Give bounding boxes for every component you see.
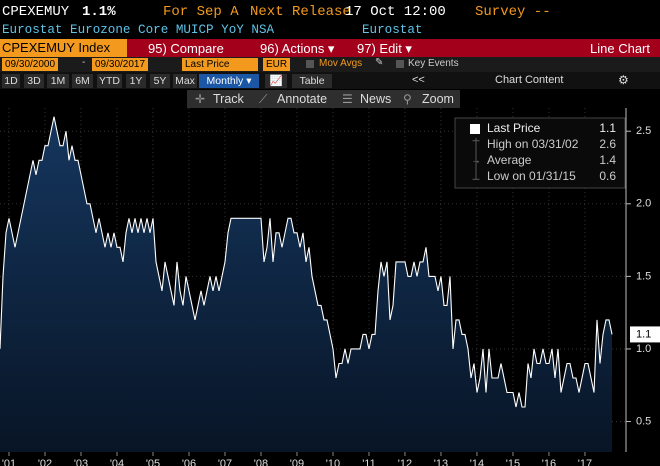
x-tick-label: '07 <box>218 458 232 466</box>
chart-content-button[interactable]: Chart Content <box>495 74 564 86</box>
settings-icon[interactable]: ⚙ <box>618 73 629 87</box>
currency-select[interactable]: EUR <box>263 58 291 71</box>
period: For Sep A <box>163 4 239 20</box>
frequency-select[interactable]: Monthly ▾ <box>199 74 259 88</box>
x-tick-label: '17 <box>578 458 592 466</box>
range-button[interactable]: 5Y <box>150 74 170 88</box>
y-tick-label: 1.5 <box>636 270 651 282</box>
key-events-checkbox[interactable] <box>396 60 404 68</box>
legend-value: 2.6 <box>599 137 616 151</box>
last-value: 1.1% <box>82 4 116 20</box>
ticker: CPEXEMUY <box>2 4 70 20</box>
news-icon: ☰ <box>342 92 353 106</box>
annotate-icon: ⟋ <box>259 92 268 106</box>
y-tick-label: 1.0 <box>636 343 651 355</box>
area <box>0 116 612 452</box>
mov-avgs-checkbox[interactable] <box>306 60 314 68</box>
range-button[interactable]: 6M <box>72 74 93 88</box>
last-value-box <box>630 326 660 343</box>
range-button[interactable]: Max <box>173 74 197 88</box>
zoom-button[interactable]: Zoom <box>422 92 454 106</box>
range-button[interactable]: 1Y <box>126 74 146 88</box>
range-button[interactable]: YTD <box>97 74 122 88</box>
x-tick-label: '11 <box>362 458 376 466</box>
controls-bar: 09/30/2000 - 09/30/2017 Last Price EUR M… <box>0 57 660 72</box>
legend-value: 1.1 <box>599 121 616 135</box>
view-label: Line Chart <box>590 41 650 56</box>
line <box>0 116 613 408</box>
end-date[interactable]: 09/30/2017 <box>92 58 149 71</box>
security-box[interactable]: CPEXEMUY Index <box>0 39 127 57</box>
x-tick-label: '01 <box>2 458 16 466</box>
actions-button[interactable]: 96) Actions ▾ <box>260 41 335 56</box>
legend-value: 0.6 <box>599 169 616 183</box>
news-button[interactable]: News <box>360 92 392 106</box>
description: Eurostat Eurozone Core MUICP YoY NSA <box>2 23 275 37</box>
legend-label: High on 03/31/02 <box>487 137 579 151</box>
release-label: Next Release <box>250 4 351 20</box>
release-time: 17 Oct 12:00 <box>345 4 446 20</box>
legend-box <box>454 117 626 189</box>
x-tick-label: '12 <box>398 458 412 466</box>
table-button[interactable]: Table <box>292 74 332 88</box>
range-bar: 1D 3D 1M 6M YTD 1Y 5Y Max Monthly ▾ 📈 Ta… <box>0 72 660 89</box>
legend: Last Price 1.1⊤ High on 03/31/02 2.6→ Averag… <box>454 117 626 189</box>
track-icon: ✛ <box>195 92 206 106</box>
start-date[interactable]: 09/30/2000 <box>2 58 59 71</box>
survey: Survey -- <box>475 4 551 20</box>
y-tick-label: 2.5 <box>636 125 651 137</box>
key-events-label: Key Events <box>408 58 459 69</box>
legend-swatch <box>470 124 480 134</box>
field-select[interactable]: Last Price <box>182 58 258 71</box>
x-tick-label: '05 <box>146 458 160 466</box>
annotate-button[interactable]: Annotate <box>277 92 328 106</box>
legend-label: Low on 01/31/15 <box>487 169 576 183</box>
range-button[interactable]: 1M <box>47 74 69 88</box>
x-tick-label: '15 <box>506 458 520 466</box>
range-button[interactable]: 1D <box>2 74 20 88</box>
x-tick-label: '14 <box>470 458 484 466</box>
chart-type-icon[interactable]: 📈 <box>265 74 287 88</box>
x-tick-label: '02 <box>38 458 52 466</box>
legend-label: Last Price <box>487 121 541 135</box>
zoom-icon: ⚲ <box>403 92 412 106</box>
compare-button[interactable]: 95) Compare <box>148 41 224 56</box>
tools-bar: ✛ Track ⟋ Annotate ☰ News ⚲ Zoom <box>187 90 460 108</box>
edit-button[interactable]: 97) Edit ▾ <box>357 41 412 56</box>
x-tick-label: '08 <box>254 458 268 466</box>
toolbar: CPEXEMUY Index 95) Compare 96) Actions ▾… <box>0 39 660 57</box>
x-tick-label: '16 <box>542 458 556 466</box>
collapse-button[interactable]: << <box>412 74 425 86</box>
x-tick-label: '06 <box>182 458 196 466</box>
source: Eurostat <box>362 23 423 37</box>
date-dash: - <box>82 57 86 68</box>
header-bar: CPEXEMUY 1.1% For Sep A Next Release 17 … <box>0 0 660 22</box>
pencil-icon[interactable]: ✎ <box>375 57 384 68</box>
x-tick-label: '09 <box>290 458 304 466</box>
mov-avgs-label: Mov Avgs <box>319 58 363 69</box>
x-tick-label: '10 <box>326 458 340 466</box>
track-button[interactable]: Track <box>213 92 244 106</box>
x-tick-label: '03 <box>74 458 88 466</box>
y-tick-label: 2.0 <box>636 198 651 210</box>
range-button[interactable]: 3D <box>24 74 44 88</box>
x-tick-label: '04 <box>110 458 124 466</box>
x-tick-label: '13 <box>434 458 448 466</box>
legend-label: Average <box>487 153 532 167</box>
legend-value: 1.4 <box>599 153 616 167</box>
chart: '01 '02 '03 '04 '05 '06 '07 '08 '09 '10 '11 '12 '13 '… <box>0 108 660 466</box>
last-value-label: 1.1 <box>636 328 651 340</box>
y-tick-label: 0.5 <box>636 415 651 427</box>
